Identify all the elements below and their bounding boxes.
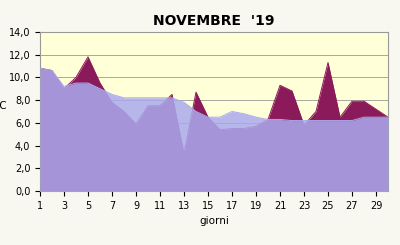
Y-axis label: °C: °C <box>0 101 7 111</box>
X-axis label: giorni: giorni <box>199 216 229 226</box>
Title: NOVEMBRE  '19: NOVEMBRE '19 <box>153 14 275 28</box>
